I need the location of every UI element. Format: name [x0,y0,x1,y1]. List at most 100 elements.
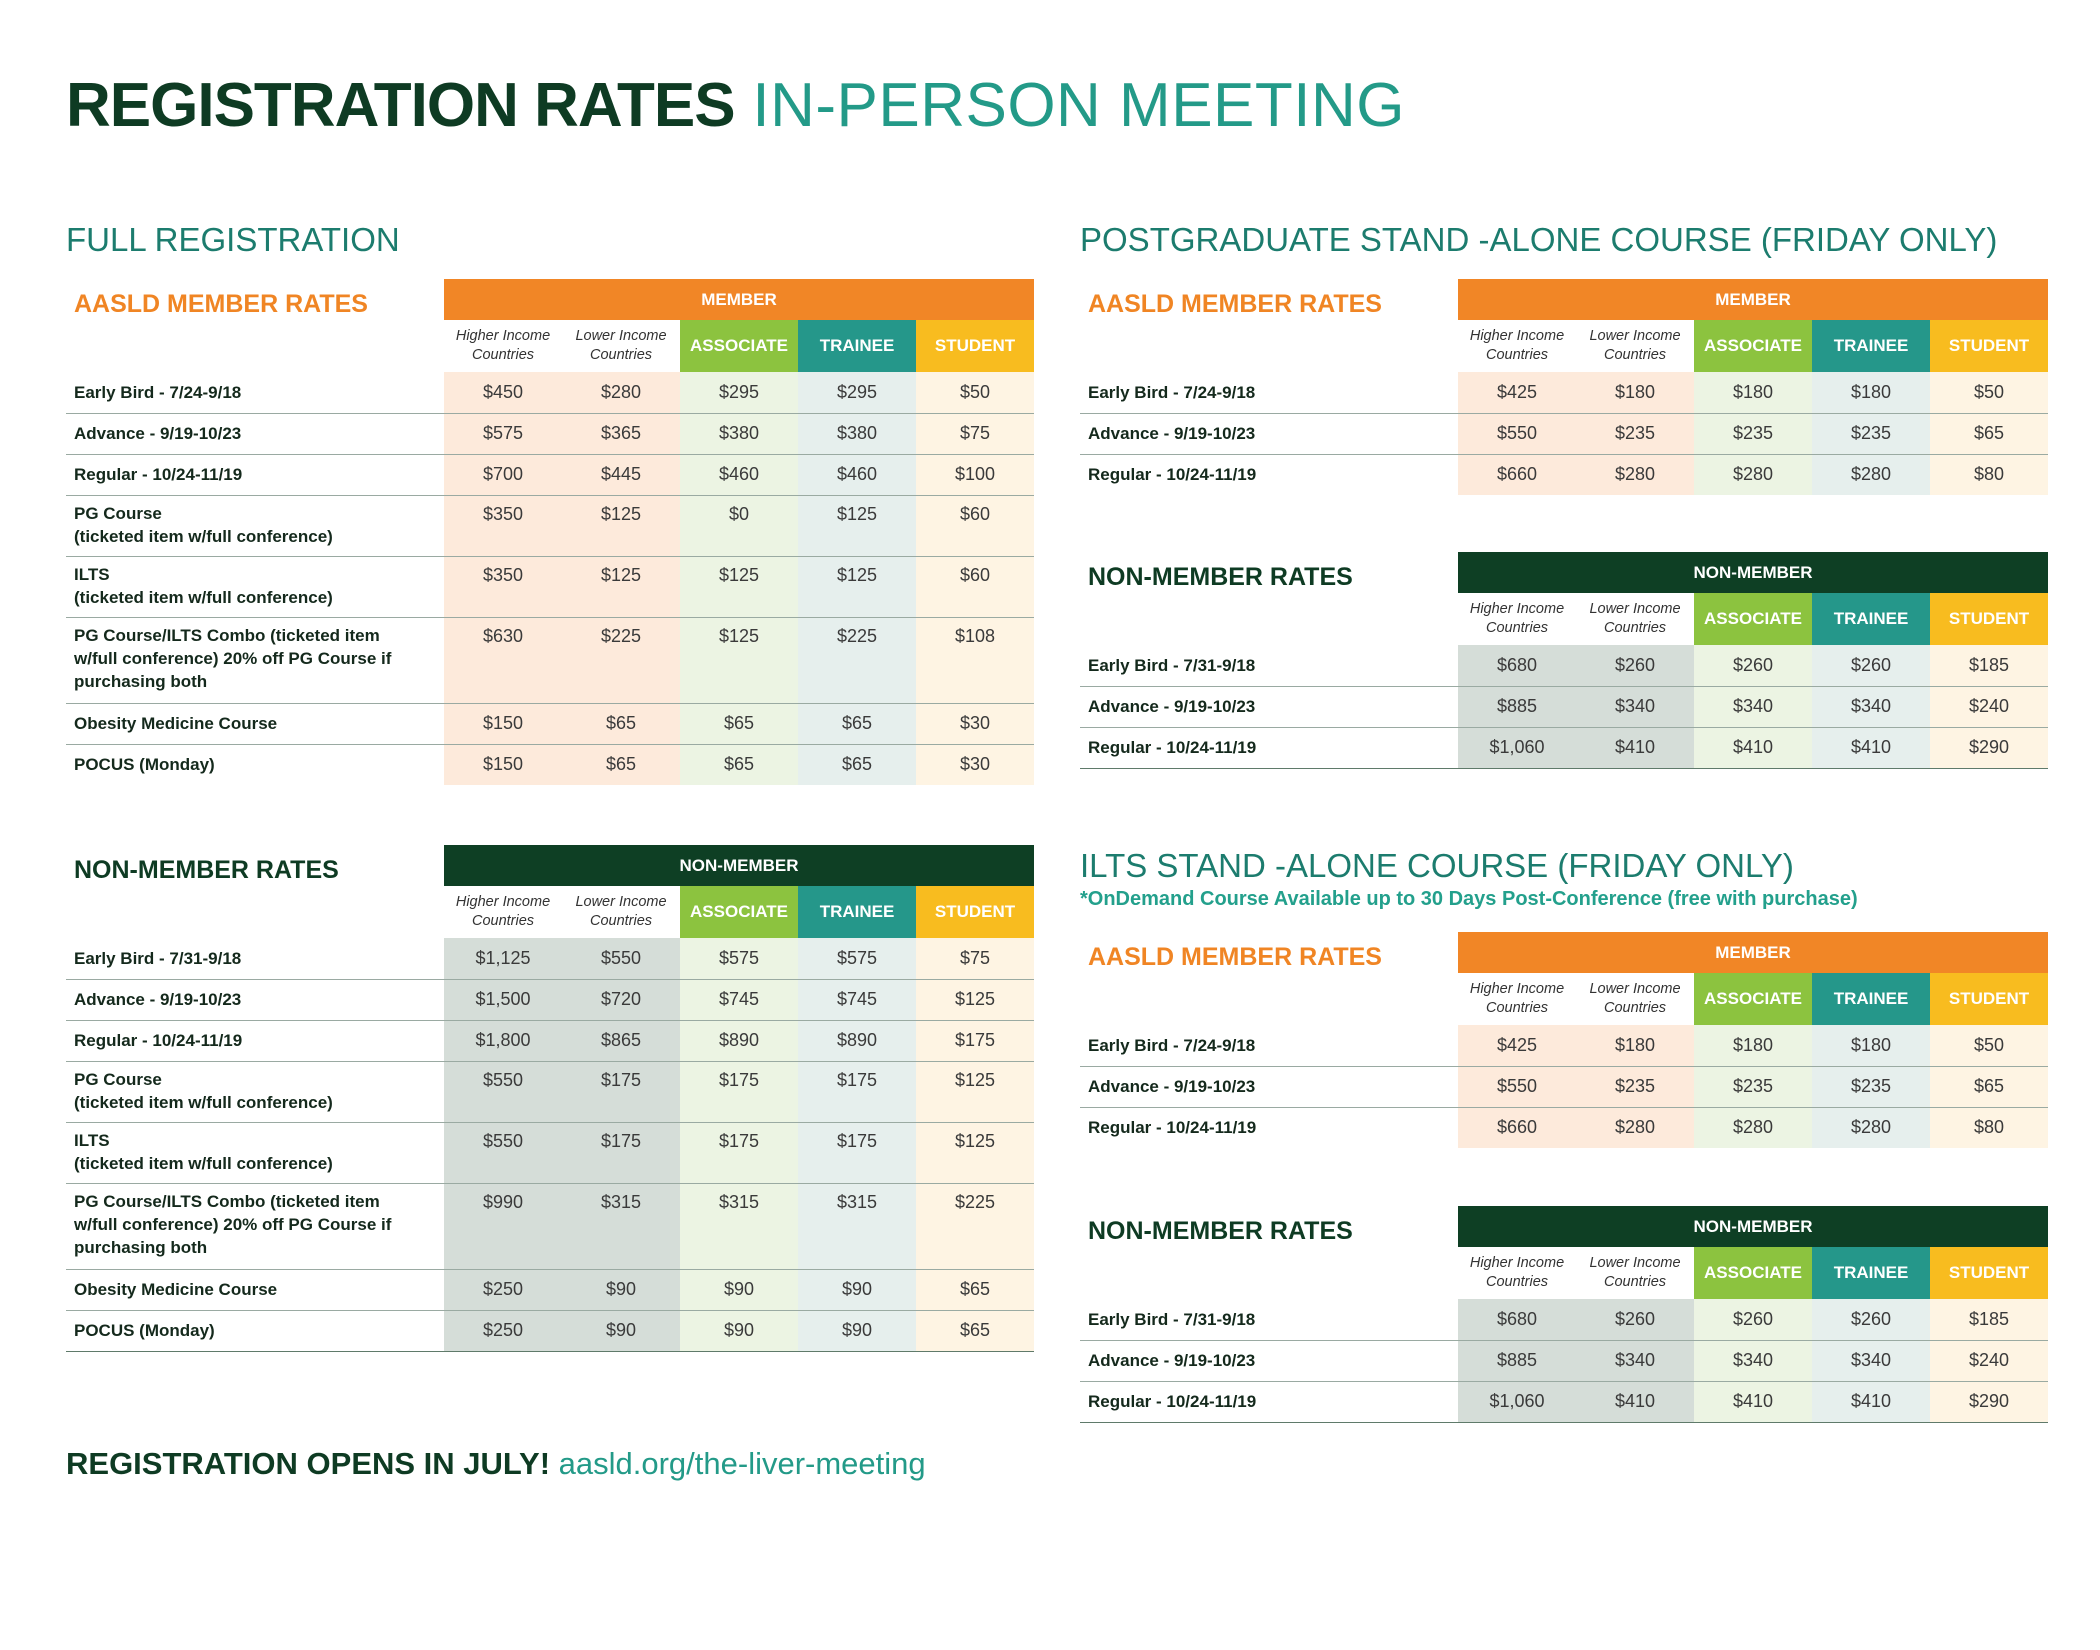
col-header-associate: ASSOCIATE [1694,320,1812,372]
price-cell: $340 [1576,686,1694,728]
price-cell: $125 [798,556,916,618]
price-cell: $660 [1458,454,1576,495]
col-header-trainee: TRAINEE [1812,320,1930,372]
price-cell: $410 [1576,1381,1694,1423]
price-cell: $380 [680,413,798,455]
price-cell: $0 [680,495,798,557]
col-header-lower-income: Lower Income Countries [575,894,667,929]
table-row: Advance - 9/19-10/23 $550 $235 $235 $235 $65 [1080,413,2049,455]
price-cell: $720 [562,979,680,1021]
price-cell: $180 [1812,372,1930,414]
table-row: Obesity Medicine Course $150 $65 $65 $65 $30 [66,703,1035,745]
page-title-sub: IN-PERSON MEETING [752,71,1406,140]
row-label-text: Regular - 10/24-11/19 [1088,1118,1257,1138]
row-label-text: Early Bird - 7/24-9/18 [1088,1035,1256,1055]
price-cell: $235 [1576,1066,1694,1108]
price-cell: $180 [1576,372,1694,414]
table-row: Obesity Medicine Course $250 $90 $90 $90 $65 [66,1269,1035,1311]
table-row: POCUS (Monday) $250 $90 $90 $90 $65 [66,1310,1035,1352]
member-band-header: MEMBER [444,279,1035,320]
row-label-line-1: PG Course/ILTS Combo (ticketed item [74,625,380,645]
row-label-text: Regular - 10/24-11/19 [1088,1392,1257,1411]
col-header-higher-income: Higher Income Countries [455,328,551,363]
row-label: Early Bird - 7/24-9/18 [1080,1025,1458,1067]
price-cell: $175 [798,1122,916,1184]
row-label-text: Early Bird - 7/24-9/18 [1088,382,1256,402]
price-cell: $550 [444,1122,562,1184]
price-cell: $260 [1812,1299,1930,1341]
price-cell: $410 [1694,1381,1812,1423]
footer-cta: REGISTRATION OPENS IN JULY! aasld.org/th… [66,1444,926,1484]
nonmember-band-header: NON-MEMBER [444,845,1035,886]
price-cell: $575 [798,938,916,980]
price-cell: $680 [1458,1299,1576,1341]
row-label: ILTS (ticketed item w/full conference) [66,1122,444,1184]
col-header-associate: ASSOCIATE [1694,973,1812,1025]
row-label-text: POCUS (Monday) [74,1321,215,1340]
section-title: ILTS STAND -ALONE COURSE (FRIDAY ONLY) [1080,847,1794,884]
price-cell: $350 [444,495,562,557]
price-cell: $90 [562,1310,680,1352]
row-label: Early Bird - 7/31-9/18 [1080,1299,1458,1341]
price-cell: $240 [1930,1340,2049,1382]
row-label: PG Course (ticketed item w/full conferenc… [66,495,444,557]
price-cell: $575 [680,938,798,980]
ilts-nonmember-block: NON-MEMBER RATES NON-MEMBER Higher Income… [1080,1206,2049,1423]
table-row: Regular - 10/24-11/19 $1,060 $410 $410 $410 $… [1080,727,2049,769]
price-cell: $315 [562,1183,680,1270]
row-label-text: Advance - 9/19-10/23 [74,424,242,443]
col-header-higher-income: Higher Income Countries [1469,601,1565,636]
member-rates-label: AASLD MEMBER RATES [74,290,368,318]
price-cell: $100 [916,454,1035,496]
row-label-text: Advance - 9/19-10/23 [1088,1077,1256,1096]
price-cell: $295 [798,372,916,414]
price-cell: $885 [1458,1340,1576,1382]
member-band-header: MEMBER [1458,932,2049,973]
row-label-text: Advance - 9/19-10/23 [1088,1351,1256,1370]
price-cell: $175 [562,1061,680,1123]
price-cell: $225 [916,1183,1035,1270]
table-row: PG Course/ILTS Combo (ticketed item w/ful… [66,1183,1035,1270]
row-label-text: Advance - 9/19-10/23 [1088,424,1256,443]
price-cell: $990 [444,1183,562,1270]
row-label: Obesity Medicine Course [66,1269,444,1311]
price-cell: $280 [1576,1107,1694,1148]
table-row: Advance - 9/19-10/23 $885 $340 $340 $340 $240 [1080,1340,2049,1382]
price-cell: $865 [562,1020,680,1062]
price-cell: $340 [1812,686,1930,728]
price-cell: $80 [1930,454,2049,495]
row-label: Regular - 10/24-11/19 [1080,1107,1458,1148]
price-cell: $280 [1576,454,1694,495]
table-row: Advance - 9/19-10/23 $575 $365 $380 $380 $75 [66,413,1035,455]
price-cell: $65 [916,1310,1035,1352]
full-member-block: AASLD MEMBER RATES MEMBER Higher Income C… [66,279,1035,785]
table-row: Early Bird - 7/31-9/18 $680 $260 $260 $260 $1… [1080,645,2049,687]
price-cell: $340 [1694,686,1812,728]
price-cell: $1,500 [444,979,562,1021]
row-label-line-2: (ticketed item w/full conference) [74,1092,333,1112]
liver-meeting-link[interactable]: aasld.org/the-liver-meeting [558,1446,926,1481]
row-label-text: Advance - 9/19-10/23 [1088,697,1256,716]
table-row: Regular - 10/24-11/19 $660 $280 $280 $280 $80 [1080,1107,2049,1148]
section-title: FULL REGISTRATION [66,221,400,258]
ilts-nonmember-rates-table: NON-MEMBER Higher Income Countries Lower I… [1080,1206,2049,1423]
row-label-text: Advance - 9/19-10/23 [74,990,242,1009]
price-cell: $175 [562,1122,680,1184]
price-cell: $175 [916,1020,1035,1062]
row-label-text: POCUS (Monday) [74,755,215,775]
price-cell: $150 [444,703,562,745]
price-cell: $90 [798,1269,916,1311]
price-cell: $125 [680,556,798,618]
price-cell: $80 [1930,1107,2049,1148]
price-cell: $108 [916,617,1035,704]
price-cell: $250 [444,1310,562,1352]
table-row: Regular - 10/24-11/19 $1,060 $410 $410 $410 $… [1080,1381,2049,1423]
row-label-text: Early Bird - 7/24-9/18 [74,382,242,402]
price-cell: $225 [562,617,680,704]
price-cell: $125 [916,979,1035,1021]
price-cell: $260 [1576,1299,1694,1341]
price-cell: $660 [1458,1107,1576,1148]
price-cell: $680 [1458,645,1576,687]
price-cell: $185 [1930,645,2049,687]
col-header-associate: ASSOCIATE [680,320,798,372]
